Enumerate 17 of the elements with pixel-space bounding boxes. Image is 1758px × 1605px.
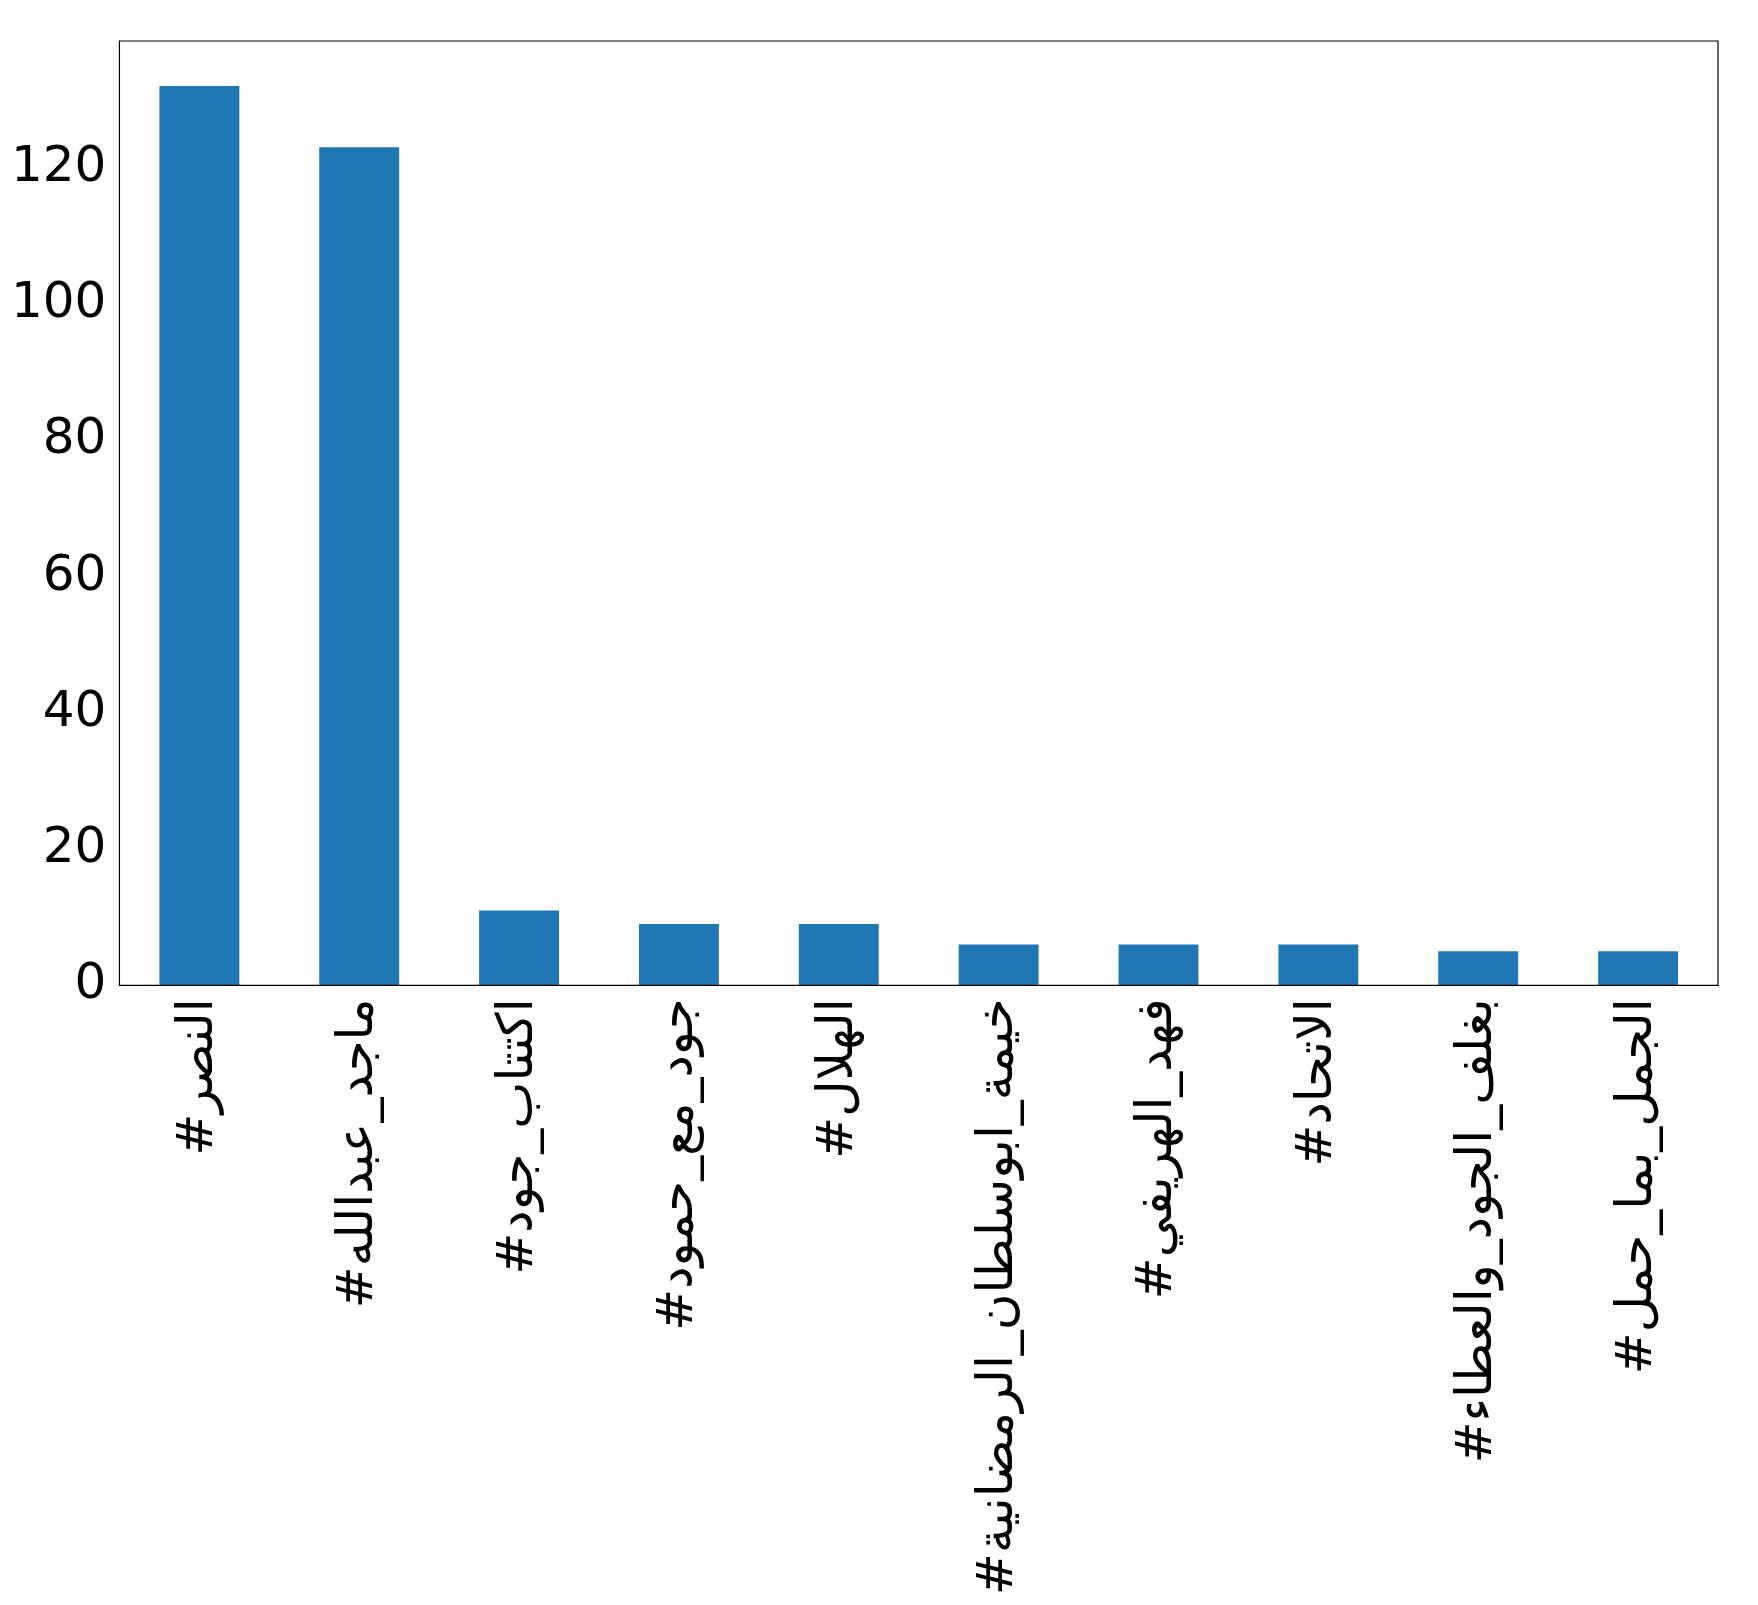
y-tick-label: 40 xyxy=(42,679,107,738)
x-tick-label: #الهلال xyxy=(805,998,865,1159)
x-tick-label: #الاتحاد xyxy=(1285,998,1344,1167)
y-tick-label: 120 xyxy=(11,134,107,193)
x-tick-label: #جود_مع_حمود xyxy=(645,998,705,1331)
y-tick-label: 100 xyxy=(11,271,107,330)
x-tick-label: #النصر xyxy=(166,998,225,1156)
x-tick-label: #خيمة_ابوسلطان_الرمضانية xyxy=(965,998,1024,1596)
x-tick-label: #ماجد_عبدالله xyxy=(326,998,385,1309)
x-tick-label: #اكتتاب_جود xyxy=(486,998,545,1275)
y-tick-label: 20 xyxy=(42,816,107,875)
y-tick-label: 80 xyxy=(42,407,107,466)
y-tick-label: 0 xyxy=(74,952,107,1011)
x-tick-label: #الجمل_بما_حمل xyxy=(1605,998,1664,1375)
y-tick-label: 60 xyxy=(42,543,107,602)
x-tick-label: #فهد_الهريفي xyxy=(1125,998,1185,1300)
x-tick-label: #بغلف_الجود_والعطاء xyxy=(1445,998,1505,1464)
